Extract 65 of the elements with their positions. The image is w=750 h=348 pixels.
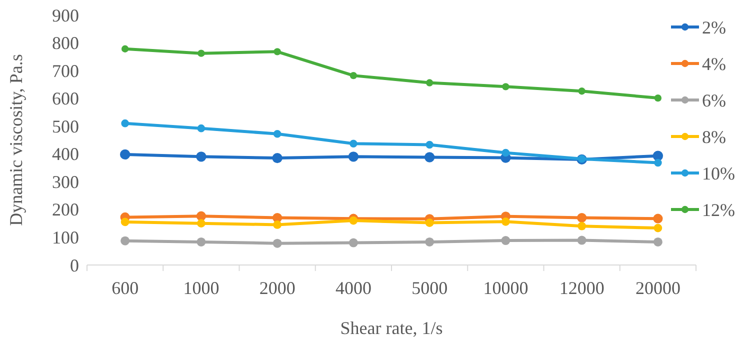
point [425,237,434,246]
point [272,238,282,248]
y-tick-label: 100 [52,228,79,248]
legend-label: 12% [702,200,735,220]
point [349,216,358,225]
point [196,219,206,228]
legend-label: 4% [702,54,726,74]
y-tick-label: 0 [70,255,79,276]
y-tick-label: 700 [52,60,79,81]
point [120,236,130,246]
point [501,217,510,226]
point [348,152,359,162]
y-axis-title: Dynamic viscosity, Pa.s [6,54,26,226]
point [425,218,434,227]
legend-label: 8% [702,126,726,147]
y-tick-label: 400 [52,144,79,164]
point [501,236,510,246]
point [653,237,662,246]
y-tick-label: 900 [52,5,79,26]
point [121,119,129,128]
legend-label: 2% [702,17,726,38]
point [198,50,205,57]
x-tick-label: 5000 [412,278,448,298]
point [578,88,586,95]
point [426,140,434,149]
point [654,94,662,102]
y-tick-label: 800 [52,33,79,54]
point [350,72,358,80]
legend-label: 10% [702,163,735,184]
point [121,45,129,52]
point [424,152,435,162]
x-tick-label: 12000 [559,278,604,298]
point [196,211,206,221]
point [273,130,282,138]
point [577,236,586,245]
point [196,152,206,162]
point [654,224,662,232]
x-axis-title: Shear rate, 1/s [340,318,443,338]
point [272,152,282,164]
y-tick-label: 300 [52,172,79,192]
legend-label: 6% [702,90,726,110]
x-tick-label: 1000 [183,278,220,298]
point [350,140,358,148]
y-tick-label: 500 [52,116,79,136]
x-tick-label: 10000 [483,278,528,298]
point [578,222,586,230]
y-tick-label: 600 [52,88,79,109]
y-tick-label: 200 [52,200,79,220]
point [274,48,281,56]
x-tick-label: 4000 [335,278,372,298]
x-tick-label: 20000 [635,278,680,298]
point [120,218,130,226]
point [120,149,130,160]
point [196,237,206,246]
x-tick-label: 600 [112,278,139,298]
point [197,124,206,132]
point [426,79,434,86]
point [653,214,663,224]
x-tick-label: 2000 [259,278,296,298]
point [348,238,358,248]
point [502,148,510,157]
point [273,220,282,229]
point [502,83,510,90]
point [577,212,587,223]
point [654,158,662,167]
